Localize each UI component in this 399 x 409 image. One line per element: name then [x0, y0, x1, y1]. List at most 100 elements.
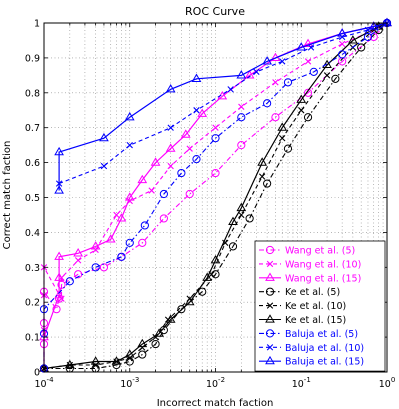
x-tick-label: 10-1 — [292, 376, 311, 390]
y-tick-label: 0.5 — [25, 193, 40, 204]
data-point — [212, 124, 219, 131]
data-point — [263, 99, 272, 108]
data-point — [125, 238, 134, 247]
data-point — [58, 295, 65, 302]
data-point — [184, 296, 195, 306]
legend-label: Ke et al. (15) — [285, 315, 346, 326]
data-point — [210, 255, 221, 264]
data-point — [197, 108, 208, 117]
data-point — [258, 173, 266, 180]
legend-label: Wang et al. (15) — [285, 273, 361, 284]
data-point — [279, 134, 286, 142]
data-point — [337, 28, 348, 37]
data-point — [303, 88, 313, 97]
data-point — [193, 107, 200, 114]
legend-marker — [266, 344, 274, 351]
data-point — [322, 59, 332, 68]
series-line — [43, 22, 388, 369]
legend-label: Baluja et al. (10) — [285, 343, 364, 354]
data-point — [99, 132, 109, 142]
x-tick-label: 10-2 — [206, 376, 225, 390]
series-ke-et-al-15 — [39, 17, 392, 372]
y-tick-label: 0.9 — [25, 53, 40, 64]
data-point — [338, 50, 347, 59]
x-tick-label: 100 — [379, 376, 396, 390]
data-point — [90, 241, 101, 250]
data-point — [126, 141, 133, 149]
data-point — [154, 328, 164, 337]
data-point — [159, 214, 168, 223]
y-tick-label: 0.2 — [25, 298, 40, 309]
series-line — [43, 22, 388, 369]
data-point — [304, 58, 312, 65]
data-point — [236, 202, 247, 212]
data-point — [54, 185, 64, 194]
legend-label: Ke et al. (5) — [285, 287, 340, 298]
x-tick-label: 10-4 — [34, 376, 54, 390]
legend-item: Wang et al. (10) — [259, 259, 361, 270]
y-tick-label: 1 — [34, 19, 40, 30]
legend-item: Wang et al. (15) — [259, 272, 361, 284]
data-point — [191, 73, 202, 82]
data-point — [116, 213, 127, 222]
data-point — [186, 145, 193, 152]
data-point — [338, 40, 346, 48]
legend-label: Ke et al. (10) — [285, 301, 346, 312]
data-point — [92, 246, 99, 254]
data-point — [159, 189, 168, 199]
data-point — [228, 216, 238, 226]
data-point — [99, 263, 109, 272]
data-point — [105, 234, 116, 243]
data-point — [227, 86, 234, 93]
data-point — [244, 70, 255, 79]
data-point — [124, 349, 135, 358]
data-point — [323, 72, 331, 79]
data-point — [348, 35, 358, 44]
data-point — [177, 305, 186, 314]
data-point — [124, 111, 135, 121]
legend-label: Baluja et al. (5) — [285, 329, 358, 340]
data-point — [91, 263, 100, 272]
x-tick-label: 10-3 — [120, 376, 139, 390]
data-point — [111, 356, 122, 365]
data-point — [52, 305, 61, 314]
data-point — [309, 67, 318, 76]
data-point — [303, 113, 313, 122]
series-baluja-et-al-5 — [39, 18, 392, 373]
data-point — [54, 272, 64, 281]
data-point — [331, 74, 340, 83]
y-axis-label: Correct match faction — [2, 141, 13, 250]
series-line — [58, 22, 388, 191]
data-point — [368, 21, 379, 30]
legend-item: Baluja et al. (10) — [259, 343, 364, 354]
data-point — [263, 179, 272, 188]
data-point — [357, 43, 366, 52]
chart-title: ROC Curve — [185, 5, 245, 18]
data-point — [222, 239, 229, 247]
data-point — [165, 314, 176, 323]
legend-marker — [266, 302, 274, 309]
y-tick-label: 0.8 — [25, 88, 40, 99]
y-tick-label: 0.3 — [25, 263, 40, 274]
legend-marker — [265, 287, 275, 296]
data-point — [165, 84, 176, 93]
data-point — [165, 143, 176, 152]
data-point — [54, 289, 64, 299]
data-point — [245, 214, 254, 223]
legend-marker — [265, 355, 275, 365]
data-point — [257, 157, 268, 166]
data-point — [237, 141, 246, 150]
series-line — [44, 22, 388, 370]
legend-label: Wang et al. (10) — [285, 259, 361, 270]
data-point — [238, 211, 245, 219]
x-axis-label: Incorrect match faction — [157, 398, 274, 409]
data-point — [90, 356, 101, 365]
legend-item: Ke et al. (15) — [259, 314, 346, 326]
data-point — [253, 68, 260, 76]
data-point — [272, 79, 279, 86]
legend-item: Baluja et al. (5) — [259, 329, 358, 340]
data-point — [167, 162, 174, 170]
data-point — [296, 94, 307, 103]
data-point — [198, 287, 207, 296]
y-tick-label: 0.7 — [25, 123, 40, 134]
